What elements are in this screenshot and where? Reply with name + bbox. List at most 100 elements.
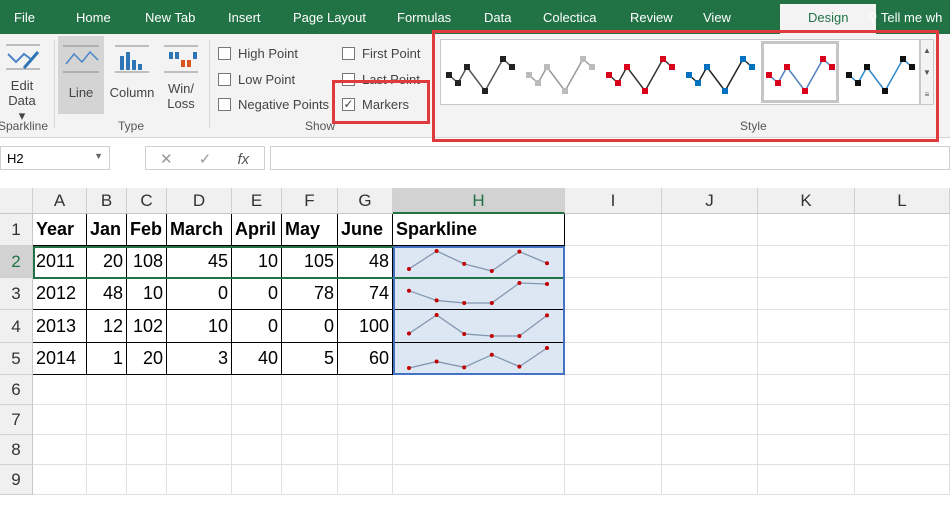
cell-C6[interactable] [127,375,167,405]
line-type-button[interactable]: Line [58,36,104,114]
cell-I2[interactable] [565,246,662,278]
cell-G7[interactable] [338,405,393,435]
cell-B5[interactable]: 1 [87,343,127,375]
cell-E4[interactable]: 0 [232,310,282,343]
tab-review[interactable]: Review [630,10,673,25]
cell-H7[interactable] [393,405,565,435]
cell-F9[interactable] [282,465,338,495]
cell-D7[interactable] [167,405,232,435]
cell-A3[interactable]: 2012 [33,278,87,310]
cell-F8[interactable] [282,435,338,465]
cell-J9[interactable] [662,465,758,495]
sparkline-style-1[interactable] [441,41,519,103]
cell-I4[interactable] [565,310,662,343]
row-header-7[interactable]: 7 [0,405,33,435]
sparkline-style-6[interactable] [841,41,919,103]
row-header-9[interactable]: 9 [0,465,33,495]
sparkline-style-2[interactable] [521,41,599,103]
cell-B6[interactable] [87,375,127,405]
cell-K4[interactable] [758,310,855,343]
chevron-down-icon[interactable]: ▼ [94,151,103,161]
cell-C1[interactable]: Feb [127,214,167,246]
cell-K6[interactable] [758,375,855,405]
cell-A8[interactable] [33,435,87,465]
cell-E9[interactable] [232,465,282,495]
cell-E3[interactable]: 0 [232,278,282,310]
tab-new-tab[interactable]: New Tab [145,10,196,25]
cell-J1[interactable] [662,214,758,246]
winloss-type-button[interactable]: Win/Loss [160,36,202,114]
cell-G6[interactable] [338,375,393,405]
cell-A5[interactable]: 2014 [33,343,87,375]
checkbox-box[interactable]: ✓ [342,97,355,111]
cell-C5[interactable]: 20 [127,343,167,375]
column-header-I[interactable]: I [565,188,662,214]
cell-D3[interactable]: 0 [167,278,232,310]
cell-A4[interactable]: 2013 [33,310,87,343]
cell-K7[interactable] [758,405,855,435]
checkbox-box[interactable] [218,73,231,86]
column-header-D[interactable]: D [167,188,232,214]
cell-F6[interactable] [282,375,338,405]
cell-B4[interactable]: 12 [87,310,127,343]
cell-A9[interactable] [33,465,87,495]
cell-I6[interactable] [565,375,662,405]
column-header-L[interactable]: L [855,188,950,214]
cell-B1[interactable]: Jan [87,214,127,246]
cell-E1[interactable]: April [232,214,282,246]
cell-D8[interactable] [167,435,232,465]
checkbox-box[interactable] [218,98,231,111]
cell-H2[interactable] [393,246,565,278]
cell-J3[interactable] [662,278,758,310]
cell-H1[interactable]: Sparkline [393,214,565,246]
cell-C7[interactable] [127,405,167,435]
row-header-4[interactable]: 4 [0,310,33,343]
cell-E8[interactable] [232,435,282,465]
name-box[interactable]: H2 ▼ [0,146,110,170]
sparkline-style-5[interactable] [761,41,839,103]
cell-G5[interactable]: 60 [338,343,393,375]
cell-H6[interactable] [393,375,565,405]
row-header-2[interactable]: 2 [0,246,33,278]
cell-D6[interactable] [167,375,232,405]
cell-D5[interactable]: 3 [167,343,232,375]
tab-view[interactable]: View [703,10,731,25]
column-header-B[interactable]: B [87,188,127,214]
row-header-8[interactable]: 8 [0,435,33,465]
column-type-button[interactable]: Column [106,36,158,114]
tab-insert[interactable]: Insert [228,10,261,25]
checkbox-box[interactable] [218,47,231,60]
row-header-3[interactable]: 3 [0,278,33,310]
sparkline-style-4[interactable] [681,41,759,103]
cell-D4[interactable]: 10 [167,310,232,343]
column-header-G[interactable]: G [338,188,393,214]
cell-K1[interactable] [758,214,855,246]
cell-H8[interactable] [393,435,565,465]
column-header-C[interactable]: C [127,188,167,214]
cell-H9[interactable] [393,465,565,495]
cell-C3[interactable]: 10 [127,278,167,310]
cell-I5[interactable] [565,343,662,375]
cell-I9[interactable] [565,465,662,495]
cell-H4[interactable] [393,310,565,343]
checkbox-box[interactable] [342,47,355,60]
cell-I7[interactable] [565,405,662,435]
row-header-6[interactable]: 6 [0,375,33,405]
cell-J2[interactable] [662,246,758,278]
column-header-K[interactable]: K [758,188,855,214]
column-header-E[interactable]: E [232,188,282,214]
cell-C4[interactable]: 102 [127,310,167,343]
cell-I1[interactable] [565,214,662,246]
cell-F7[interactable] [282,405,338,435]
tab-file[interactable]: File [14,10,35,25]
column-header-F[interactable]: F [282,188,338,214]
cell-J7[interactable] [662,405,758,435]
sparkline-style-3[interactable] [601,41,679,103]
tab-data[interactable]: Data [484,10,512,25]
tab-design[interactable]: Design [780,4,877,34]
cell-C9[interactable] [127,465,167,495]
column-header-A[interactable]: A [33,188,87,214]
cell-I3[interactable] [565,278,662,310]
cell-G4[interactable]: 100 [338,310,393,343]
cell-B3[interactable]: 48 [87,278,127,310]
